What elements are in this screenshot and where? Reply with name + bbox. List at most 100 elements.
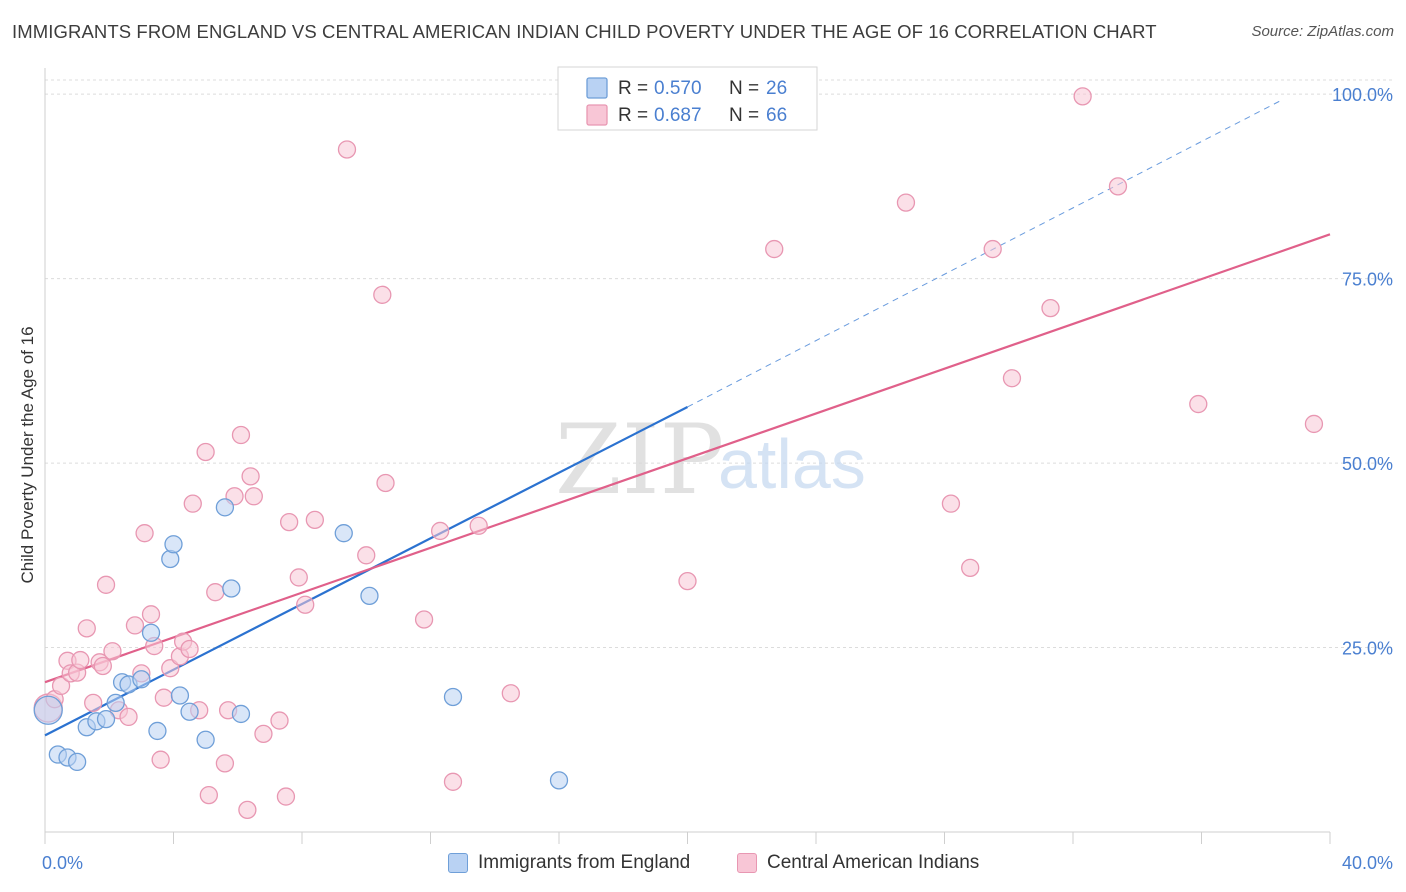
point-england (148, 721, 167, 741)
y-tick-label: 75.0% (1342, 270, 1393, 290)
point-england (222, 579, 241, 598)
stats-r-label: R = (618, 78, 648, 99)
point-england (132, 670, 151, 689)
point-central-american (77, 619, 96, 638)
grid-lines (45, 79, 1395, 649)
point-england (360, 586, 379, 606)
point-central-american (84, 693, 103, 713)
point-england (141, 623, 161, 642)
point-central-american (103, 642, 122, 661)
point-central-american (983, 239, 1002, 259)
point-central-american (1073, 87, 1092, 106)
point-central-american (199, 785, 218, 805)
point-central-american (501, 684, 520, 703)
point-central-american (1189, 394, 1208, 414)
point-central-american (376, 473, 395, 493)
watermark: ZIP atlas (555, 404, 866, 516)
series-legend: Immigrants from England Central American… (0, 850, 1406, 880)
point-central-american (765, 239, 784, 259)
watermark-atlas: atlas (718, 425, 866, 503)
legend-label-england: Immigrants from England (478, 852, 691, 873)
point-central-american (93, 656, 112, 676)
legend-label-central-american: Central American Indians (767, 852, 980, 873)
point-central-american (154, 688, 174, 707)
stats-n-value: 66 (766, 105, 787, 126)
point-central-american (305, 510, 325, 530)
point-england (164, 535, 183, 554)
stats-n-value: 26 (766, 78, 787, 99)
point-central-american (678, 571, 697, 591)
point-central-american (1304, 414, 1324, 434)
point-central-american (1108, 177, 1128, 196)
point-england (196, 730, 215, 749)
point-central-american (254, 724, 273, 744)
x-tick-label-min: 0.0% (42, 853, 83, 873)
point-central-american (337, 140, 357, 159)
trend-line-extension (687, 99, 1283, 408)
point-central-american (961, 558, 980, 577)
chart-title: IMMIGRANTS FROM ENGLAND VS CENTRAL AMERI… (12, 21, 1157, 42)
point-central-american (279, 512, 299, 532)
point-central-american (430, 521, 450, 541)
point-central-american (241, 467, 260, 486)
point-central-american (276, 787, 296, 806)
point-central-american (289, 568, 308, 587)
point-central-american (244, 487, 263, 506)
point-central-american (215, 754, 235, 773)
point-central-american (469, 516, 488, 535)
point-england (443, 687, 463, 707)
point-central-american (896, 193, 916, 212)
point-central-american (1002, 369, 1022, 388)
point-central-american (161, 659, 180, 678)
legend-swatch-pink (737, 853, 757, 873)
point-central-american (141, 605, 161, 624)
watermark-zip: ZIP (555, 404, 724, 516)
point-england (180, 702, 199, 721)
point-central-american (125, 616, 145, 635)
point-england (170, 686, 190, 705)
tick-labels: 25.0% 50.0% 75.0% 100.0% 0.0% 40.0% (42, 85, 1393, 873)
data-points (33, 87, 1324, 820)
point-central-american (357, 546, 376, 565)
stats-r-value: 0.570 (654, 78, 702, 99)
point-central-american (183, 494, 202, 513)
point-central-american (941, 494, 961, 513)
point-central-american (1041, 298, 1060, 318)
y-axis-label: Child Poverty Under the Age of 16 (18, 326, 37, 583)
point-central-american (443, 772, 463, 791)
point-central-american (119, 707, 138, 727)
point-central-american (270, 711, 289, 730)
point-central-american (414, 610, 434, 629)
point-england (106, 693, 125, 713)
point-central-american (238, 800, 257, 820)
point-central-american (296, 595, 315, 614)
point-central-american (180, 639, 199, 659)
y-tick-label: 100.0% (1332, 85, 1393, 105)
point-central-american (51, 676, 71, 696)
point-england (67, 752, 87, 772)
point-england (33, 695, 63, 725)
stats-swatch (586, 77, 608, 99)
point-central-american (96, 575, 116, 594)
stats-r-label: R = (618, 105, 648, 126)
point-england (215, 498, 235, 517)
point-england (334, 524, 353, 543)
stats-r-value: 0.687 (654, 105, 702, 126)
legend-item-england: Immigrants from England (448, 852, 690, 874)
stats-swatch (586, 104, 608, 126)
point-central-american (135, 524, 154, 543)
trend-lines (44, 99, 1331, 737)
legend-item-central-american: Central American Indians (737, 852, 979, 874)
stats-legend: R = 0.570 N = 26 R = 0.687 N = 66 (557, 66, 818, 131)
y-tick-label: 25.0% (1342, 639, 1393, 659)
stats-n-label: N = (729, 78, 759, 99)
trend-line-central-american (44, 233, 1331, 684)
x-tick-label-max: 40.0% (1342, 853, 1393, 873)
point-england (96, 709, 116, 729)
y-tick-label: 50.0% (1342, 454, 1393, 474)
source-credit: Source: ZipAtlas.com (1251, 23, 1394, 40)
legend-swatch-blue (448, 853, 468, 873)
point-central-american (151, 750, 170, 769)
point-central-american (196, 442, 215, 462)
